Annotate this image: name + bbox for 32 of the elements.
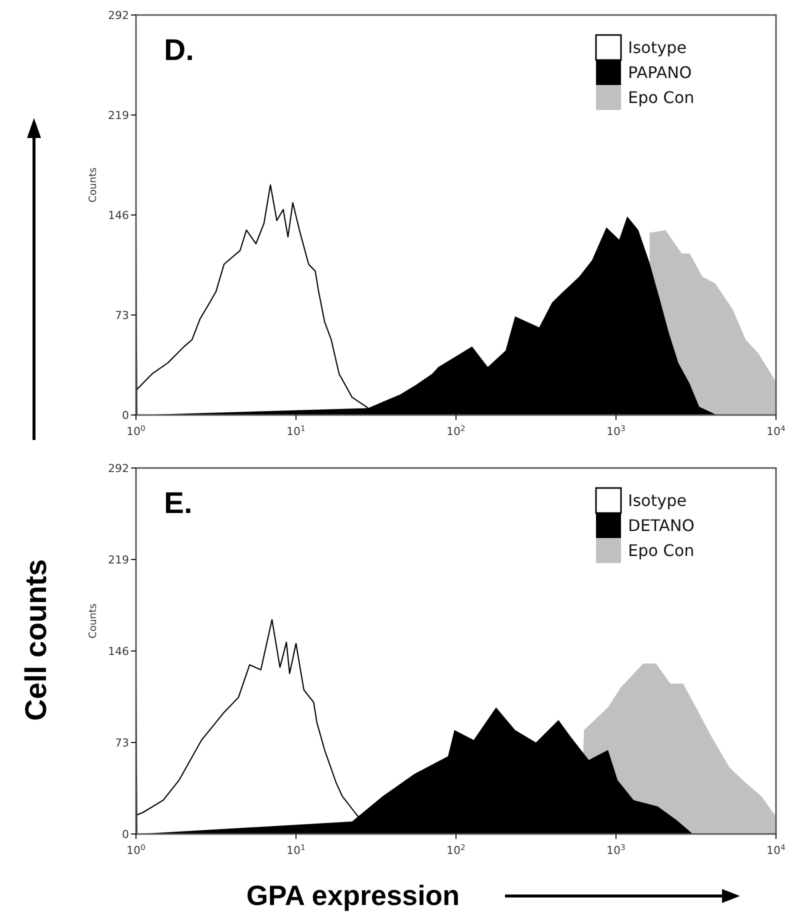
- text: Cell counts: [20, 559, 53, 721]
- legend-label: PAPANO: [628, 63, 692, 82]
- legend-label: DETANO: [628, 516, 694, 535]
- legend-label: Isotype: [628, 38, 687, 57]
- x-tick-label: 10$^{2}$: [446, 424, 466, 438]
- y-axis-title: Counts: [88, 168, 99, 202]
- text: D.: [164, 34, 194, 67]
- text: E.: [164, 487, 192, 520]
- legend-label: Epo Con: [628, 88, 694, 107]
- x-tick-label: 10$^{1}$: [286, 424, 306, 438]
- x-tick-label: 10$^{1}$: [286, 842, 306, 857]
- y-tick-label: 146: [108, 209, 129, 222]
- y-tick-label: 292: [108, 462, 129, 475]
- x-tick-label: 10$^{0}$: [126, 842, 146, 857]
- x-tick-label: 10$^{3}$: [606, 842, 626, 857]
- x-tick-label: 10$^{4}$: [766, 424, 786, 438]
- x-tick-label: 10$^{0}$: [126, 424, 146, 438]
- y-tick-label: 73: [115, 309, 129, 322]
- y-axis-title: Counts: [88, 604, 99, 638]
- legend-label: Epo Con: [628, 541, 694, 560]
- y-tick-label: 146: [108, 645, 129, 658]
- y-tick-label: 219: [108, 554, 129, 566]
- x-axis-title: GPA expression: [246, 880, 460, 911]
- y-tick-label: 0: [122, 828, 129, 841]
- y-tick-label: 0: [122, 409, 129, 422]
- y-tick-label: 219: [108, 109, 129, 122]
- y-tick-label: 73: [115, 736, 129, 750]
- x-tick-label: 10$^{2}$: [446, 842, 466, 857]
- x-tick-label: 10$^{4}$: [766, 842, 786, 857]
- legend-label: Isotype: [628, 491, 687, 510]
- y-tick-label: 292: [108, 9, 129, 22]
- x-tick-label: 10$^{3}$: [606, 424, 626, 438]
